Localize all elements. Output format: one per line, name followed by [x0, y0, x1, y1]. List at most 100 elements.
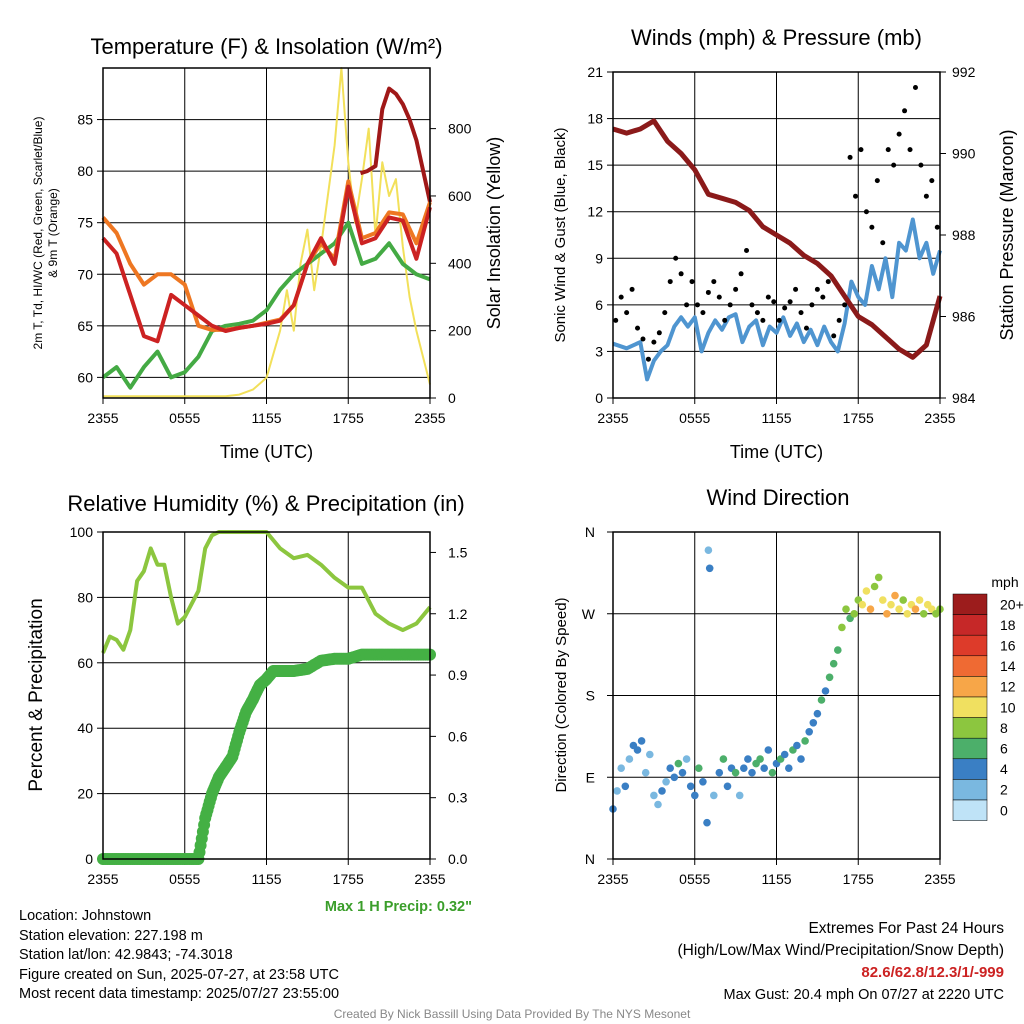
gust-point-33 — [793, 286, 799, 292]
gust-point-18 — [711, 279, 717, 285]
direction-point-60 — [850, 610, 858, 618]
y-tick-label-1-1: 3 — [595, 343, 603, 359]
gust-point-56 — [918, 162, 924, 168]
gust-point-21 — [727, 302, 733, 308]
y2-tick-label-0-2: 400 — [448, 255, 472, 271]
x-tick-label-3-0: 2355 — [597, 871, 628, 887]
series-line-0-2 — [101, 220, 431, 390]
direction-point-9 — [646, 750, 654, 759]
gust-point-34 — [798, 310, 804, 316]
gust-point-40 — [831, 333, 837, 339]
max-precip-annotation: Max 1 H Precip: 0.32" — [325, 899, 472, 915]
gust-point-15 — [694, 302, 700, 308]
direction-point-52 — [817, 696, 826, 704]
gust-point-38 — [820, 294, 826, 300]
extremes-subtitle: (High/Low/Max Wind/Precipitation/Snow De… — [677, 942, 1005, 959]
y2-tick-label-2-2: 0.6 — [448, 728, 468, 744]
direction-point-21 — [695, 764, 703, 772]
direction-point-14 — [666, 764, 674, 772]
direction-point-37 — [756, 755, 764, 763]
gust-point-24 — [744, 248, 750, 254]
y-axis-label-3: Direction (Colored By Speed) — [553, 597, 570, 792]
direction-point-35 — [748, 768, 756, 777]
direction-point-18 — [682, 755, 691, 763]
gust-point-39 — [825, 279, 831, 285]
direction-point-44 — [785, 764, 793, 772]
direction-point-24 — [704, 546, 713, 554]
gust-point-19 — [716, 294, 722, 300]
y-tick-label-2-3: 60 — [77, 655, 93, 671]
y-tick-label-2-5: 100 — [70, 524, 94, 540]
x-tick-label-3-3: 1755 — [843, 871, 874, 887]
y-tick-label-0-1: 65 — [77, 318, 93, 334]
legend-label-5: 10 — [1000, 699, 1016, 715]
legend-label-6: 8 — [1000, 720, 1008, 736]
direction-point-22 — [699, 778, 707, 786]
gust-point-37 — [814, 286, 820, 292]
direction-point-69 — [887, 600, 895, 609]
direction-point-47 — [797, 755, 805, 763]
direction-point-2 — [617, 764, 625, 772]
credit-text: Created By Nick Bassill Using Data Provi… — [333, 1007, 691, 1021]
x-tick-label-1-1: 0555 — [679, 410, 710, 426]
x-tick-label-2-4: 2355 — [414, 871, 445, 887]
gust-point-26 — [754, 310, 760, 316]
gust-point-50 — [885, 147, 891, 153]
y-tick-label-3-3: W — [582, 606, 596, 622]
y2-tick-label-0-4: 800 — [448, 121, 472, 137]
gust-point-31 — [782, 305, 788, 311]
y2-tick-label-0-0: 0 — [448, 390, 456, 406]
max-gust-text: Max Gust: 20.4 mph On 07/27 at 2220 UTC — [723, 987, 1004, 1003]
x-tick-label-1-0: 2355 — [597, 410, 628, 426]
gust-point-35 — [803, 325, 809, 331]
x-tick-label-2-0: 2355 — [87, 871, 118, 887]
legend-swatch-4 — [952, 676, 988, 698]
direction-point-32 — [735, 791, 744, 800]
legend-label-1: 18 — [1000, 617, 1016, 633]
direction-point-25 — [705, 564, 714, 573]
y2-tick-label-0-1: 200 — [448, 323, 472, 339]
gust-point-54 — [907, 147, 913, 153]
gust-point-6 — [645, 356, 651, 362]
gust-point-4 — [635, 325, 641, 331]
y-tick-label-1-0: 0 — [595, 390, 603, 406]
plot-frame-0 — [102, 67, 431, 399]
gust-point-14 — [689, 279, 695, 285]
y-tick-label-1-5: 15 — [587, 157, 603, 173]
x-tick-label-0-0: 2355 — [87, 410, 118, 426]
y-tick-label-1-7: 21 — [587, 64, 603, 80]
plot-frame-1 — [612, 71, 941, 399]
legend-swatch-2 — [952, 634, 988, 657]
x-tick-label-1-3: 1755 — [843, 410, 874, 426]
gust-point-42 — [842, 302, 848, 308]
gust-point-13 — [684, 302, 690, 308]
y2-tick-label-2-4: 1.2 — [448, 606, 468, 622]
y-tick-label-3-1: E — [586, 769, 595, 785]
chart-title-2: Relative Humidity (%) & Precipitation (i… — [67, 491, 464, 516]
gust-point-43 — [847, 154, 853, 160]
gust-point-58 — [929, 178, 935, 184]
x-tick-label-0-1: 0555 — [169, 410, 200, 426]
legend-swatch-0 — [952, 593, 988, 615]
gust-point-41 — [836, 317, 842, 323]
legend-label-2: 16 — [1000, 638, 1016, 654]
direction-point-43 — [780, 750, 789, 759]
gust-point-7 — [651, 339, 657, 345]
direction-point-26 — [710, 791, 718, 800]
gust-point-29 — [771, 299, 777, 305]
gust-point-25 — [749, 302, 755, 308]
direction-point-70 — [891, 591, 899, 600]
direction-point-66 — [874, 573, 883, 582]
gust-point-10 — [667, 279, 673, 285]
x-tick-label-3-4: 2355 — [924, 871, 955, 887]
legend-label-4: 12 — [1000, 679, 1016, 695]
gust-point-32 — [787, 299, 793, 305]
direction-point-64 — [866, 605, 875, 613]
direction-point-77 — [919, 610, 928, 618]
series-line-0-3 — [359, 86, 432, 203]
x-tick-label-1-2: 1155 — [761, 410, 791, 426]
x-tick-label-2-1: 0555 — [169, 871, 200, 887]
y2-tick-label-2-0: 0.0 — [448, 851, 468, 867]
x-tick-label-0-4: 2355 — [414, 410, 445, 426]
